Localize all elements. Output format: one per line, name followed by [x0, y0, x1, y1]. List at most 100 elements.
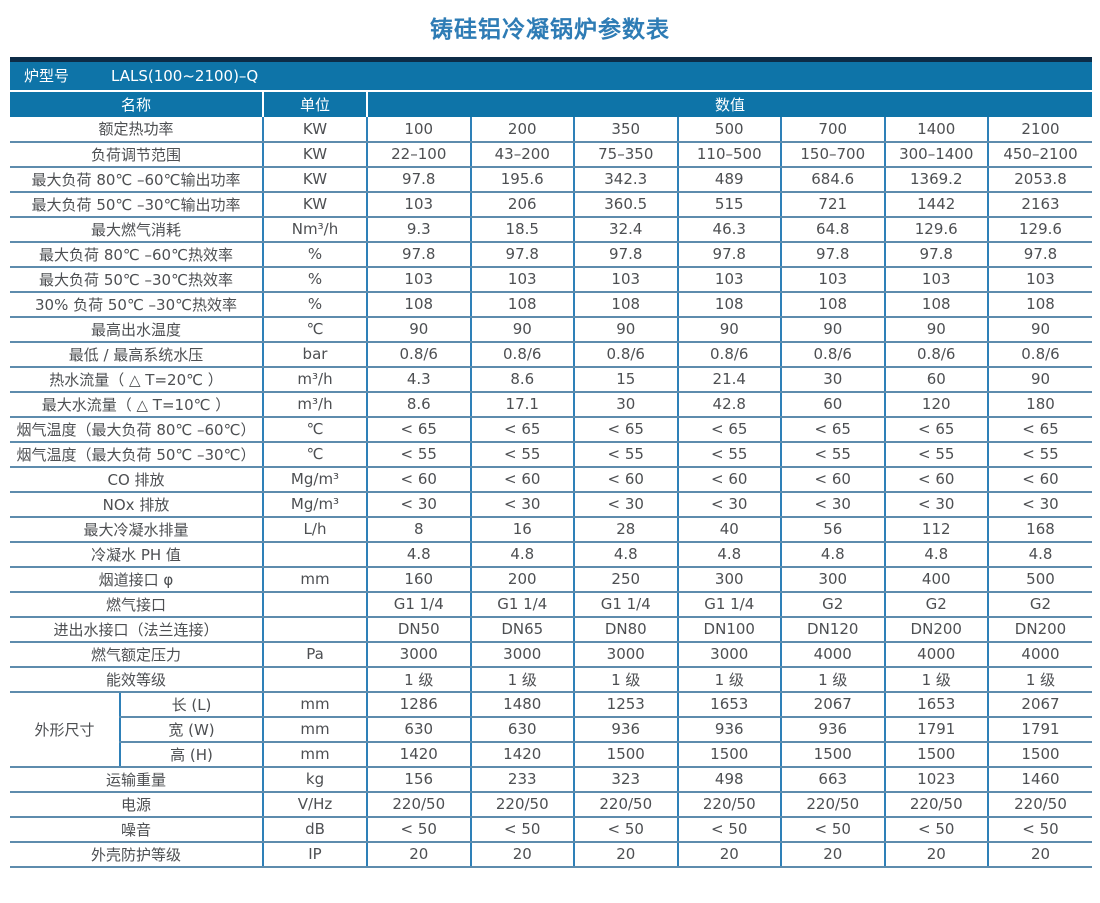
param-value: 103	[883, 266, 988, 293]
param-value: 700	[780, 116, 885, 143]
param-value: 4.8	[883, 541, 988, 568]
param-value: 90	[780, 316, 885, 343]
param-name: 最大负荷 80℃ –60℃热效率	[10, 241, 263, 268]
param-unit: mm	[262, 691, 367, 718]
param-value: DN65	[469, 616, 574, 643]
param-value: 4.8	[987, 541, 1092, 568]
param-value: < 60	[676, 466, 781, 493]
param-name: 燃气接口	[10, 591, 263, 618]
param-value: 160	[366, 566, 471, 593]
param-value: < 55	[676, 441, 781, 468]
param-name: 30% 负荷 50℃ –30℃热效率	[10, 291, 263, 318]
param-value: 300	[780, 566, 885, 593]
param-value: 2067	[987, 691, 1092, 718]
param-name: 运输重量	[10, 766, 263, 793]
param-value: 97.8	[469, 241, 574, 268]
param-name: 烟道接口 φ	[10, 566, 263, 593]
param-value: 150–700	[780, 141, 885, 168]
param-value: 0.8/6	[780, 341, 885, 368]
param-value: 20	[780, 841, 885, 868]
param-name: 负荷调节范围	[10, 141, 263, 168]
param-value: 630	[469, 716, 574, 743]
param-name: NOx 排放	[10, 491, 263, 518]
table-row: 宽 (W) mm 630 630 936 936 936 1791 1791	[10, 716, 1092, 743]
table-row: CO 排放 Mg/m³ < 60 < 60 < 60 < 60 < 60 < 60 < 60	[10, 466, 1092, 493]
param-value: 498	[676, 766, 781, 793]
param-value: < 55	[573, 441, 678, 468]
table-row: 最大燃气消耗 Nm³/h 9.3 18.5 32.4 46.3 64.8 129.6 129.6	[10, 216, 1092, 243]
param-unit: KW	[262, 166, 367, 193]
param-name: 最大水流量（ △ T=10℃ ）	[10, 391, 263, 418]
param-value: 8.6	[366, 391, 471, 418]
param-unit: kg	[262, 766, 367, 793]
table-row: 最大冷凝水排量 L/h 8 16 28 40 56 112 168	[10, 516, 1092, 543]
param-value: 108	[883, 291, 988, 318]
param-name: 最低 / 最高系统水压	[10, 341, 263, 368]
param-unit: Mg/m³	[262, 491, 367, 518]
param-value: 4.8	[780, 541, 885, 568]
param-value: 40	[676, 516, 781, 543]
param-value: 4.8	[469, 541, 574, 568]
table-row: 燃气接口 G1 1/4 G1 1/4 G1 1/4 G1 1/4 G2 G2 G2	[10, 591, 1092, 618]
model-row: 炉型号 LALS(100~2100)–Q	[10, 57, 1092, 91]
param-value: 200	[469, 566, 574, 593]
param-value: < 65	[573, 416, 678, 443]
param-value: 1500	[780, 741, 885, 768]
table-row: NOx 排放 Mg/m³ < 30 < 30 < 30 < 30 < 30 < 30 < 30	[10, 491, 1092, 518]
param-unit	[262, 616, 367, 643]
param-name: 最大负荷 80℃ –60℃输出功率	[10, 166, 263, 193]
param-value: 233	[469, 766, 574, 793]
param-name: 冷凝水 PH 值	[10, 541, 263, 568]
param-name: 最大燃气消耗	[10, 216, 263, 243]
param-unit: KW	[262, 116, 367, 143]
param-value: 42.8	[676, 391, 781, 418]
param-value: 97.8	[780, 241, 885, 268]
param-value: < 50	[676, 816, 781, 843]
param-value: 75–350	[573, 141, 678, 168]
param-value: 1400	[883, 116, 988, 143]
param-value: 110–500	[676, 141, 781, 168]
param-value: 2053.8	[987, 166, 1092, 193]
param-unit: L/h	[262, 516, 367, 543]
param-unit: m³/h	[262, 366, 367, 393]
param-value: 200	[469, 116, 574, 143]
param-value: 30	[780, 366, 885, 393]
param-value: 18.5	[469, 216, 574, 243]
param-value: 400	[883, 566, 988, 593]
param-unit: %	[262, 291, 367, 318]
param-value: G1 1/4	[676, 591, 781, 618]
param-name: 燃气额定压力	[10, 641, 263, 668]
param-value: 1460	[987, 766, 1092, 793]
param-value: 3000	[676, 641, 781, 668]
param-value: < 50	[883, 816, 988, 843]
param-unit	[262, 591, 367, 618]
param-value: < 60	[987, 466, 1092, 493]
param-value: 250	[573, 566, 678, 593]
param-value: 60	[780, 391, 885, 418]
table-row: 外壳防护等级 IP 20 20 20 20 20 20 20	[10, 841, 1092, 868]
param-value: DN200	[883, 616, 988, 643]
param-value: < 65	[780, 416, 885, 443]
param-value: 97.8	[366, 166, 471, 193]
param-value: G1 1/4	[573, 591, 678, 618]
dimension-group-label: 外形尺寸	[10, 691, 120, 768]
param-value: 90	[366, 316, 471, 343]
param-value: 21.4	[676, 366, 781, 393]
param-value: 1420	[366, 741, 471, 768]
param-value: 108	[676, 291, 781, 318]
param-unit: ℃	[262, 441, 367, 468]
param-value: 56	[780, 516, 885, 543]
param-value: 108	[366, 291, 471, 318]
param-unit: ℃	[262, 416, 367, 443]
param-value: DN50	[366, 616, 471, 643]
param-name: 进出水接口（法兰连接）	[10, 616, 263, 643]
param-value: 103	[676, 266, 781, 293]
param-value: 300–1400	[883, 141, 988, 168]
param-value: 220/50	[780, 791, 885, 818]
table-row: 最大负荷 80℃ –60℃输出功率 KW 97.8 195.6 342.3 489 684.…	[10, 166, 1092, 193]
param-value: 103	[366, 266, 471, 293]
param-value: 0.8/6	[987, 341, 1092, 368]
param-value: 1 级	[987, 666, 1092, 693]
table-row: 最大负荷 50℃ –30℃热效率% 103 103 103 103 103 103 103	[10, 266, 1092, 293]
param-value: 1369.2	[883, 166, 988, 193]
